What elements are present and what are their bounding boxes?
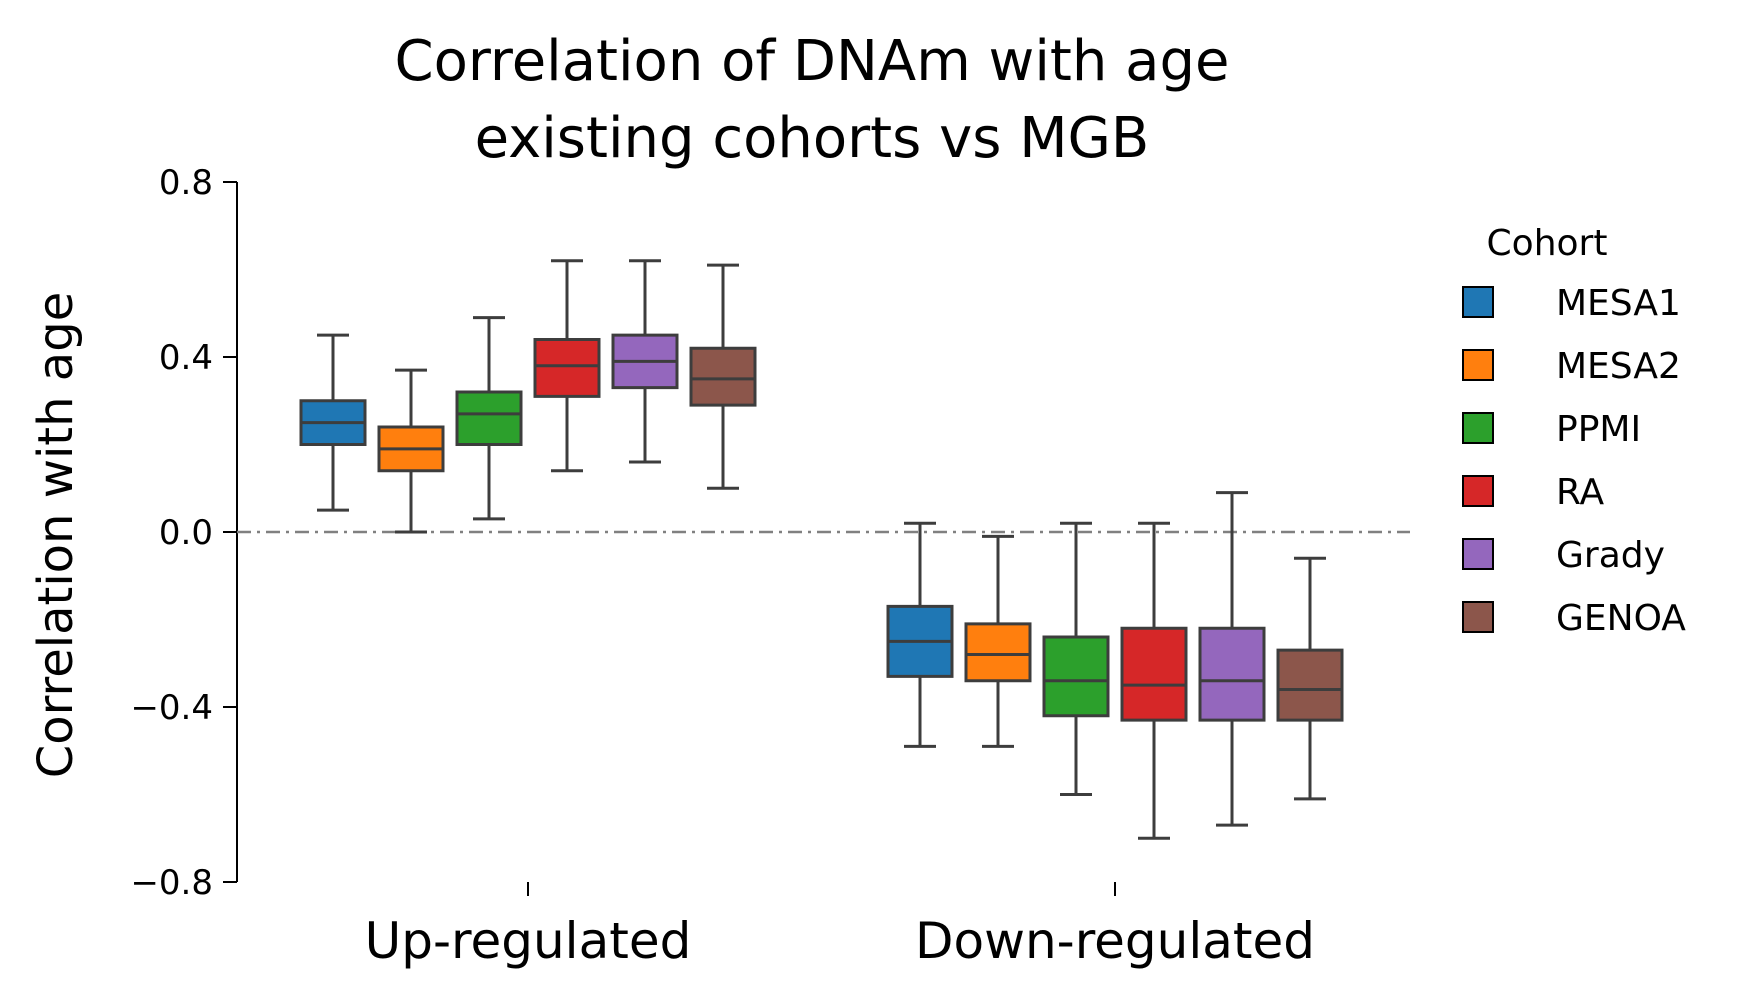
legend-label: PPMI <box>1556 409 1641 450</box>
chart-title-line-2: existing cohorts vs MGB <box>475 106 1150 171</box>
legend-label: Grady <box>1556 535 1665 576</box>
legend-swatch <box>1462 286 1494 318</box>
x-tick-label: Up-regulated <box>365 912 692 970</box>
interquartile-box <box>1276 648 1344 722</box>
legend: Cohort MESA1 MESA2 PPMI RA Grady GENOA <box>1462 223 1686 639</box>
legend-label: MESA1 <box>1556 283 1681 324</box>
box-mesa1-down-regulated <box>886 521 954 748</box>
box-genoa-down-regulated <box>1276 556 1344 801</box>
box-ra-down-regulated <box>1120 521 1188 840</box>
interquartile-box <box>1120 626 1188 722</box>
box-grady-up-regulated <box>611 259 679 464</box>
legend-item-grady: Grady <box>1462 535 1665 576</box>
box-genoa-up-regulated <box>689 263 757 490</box>
y-axis-ticks: 0.8 0.4 0.0 −0.4 −0.8 <box>130 163 237 903</box>
box-mesa2-down-regulated <box>964 534 1032 748</box>
y-tick-label: −0.8 <box>130 863 213 903</box>
legend-label: MESA2 <box>1556 346 1681 387</box>
chart-title-line-1: Correlation of DNAm with age <box>395 29 1230 94</box>
legend-item-genoa: GENOA <box>1462 598 1686 639</box>
legend-label: GENOA <box>1556 598 1686 639</box>
box-ppmi-down-regulated <box>1042 521 1110 796</box>
legend-items: MESA1 MESA2 PPMI RA Grady GENOA <box>1462 283 1686 639</box>
x-axis-ticks: Up-regulated Down-regulated <box>365 882 1315 970</box>
box-ra-up-regulated <box>533 259 601 473</box>
legend-swatch <box>1462 538 1494 570</box>
interquartile-box <box>1042 635 1110 718</box>
legend-title: Cohort <box>1487 223 1608 264</box>
box-mesa1-up-regulated <box>299 333 367 512</box>
legend-item-mesa2: MESA2 <box>1462 346 1681 387</box>
legend-swatch <box>1462 349 1494 381</box>
legend-swatch <box>1462 475 1494 507</box>
interquartile-box <box>455 390 523 446</box>
legend-item-ra: RA <box>1462 472 1605 513</box>
y-tick-label: 0.4 <box>159 338 213 378</box>
interquartile-box <box>964 622 1032 683</box>
box-mesa2-up-regulated <box>377 368 445 534</box>
box-ppmi-up-regulated <box>455 316 523 521</box>
legend-item-mesa1: MESA1 <box>1462 283 1681 324</box>
legend-label: RA <box>1556 472 1605 513</box>
y-axis-label: Correlation with age <box>28 292 84 778</box>
y-tick-label: 0.8 <box>159 163 213 203</box>
interquartile-box <box>1198 626 1266 722</box>
x-tick-label: Down-regulated <box>915 912 1315 970</box>
chart-title: Correlation of DNAm with age existing co… <box>395 29 1230 171</box>
interquartile-box <box>689 346 757 407</box>
box-grady-down-regulated <box>1198 491 1266 827</box>
legend-swatch <box>1462 412 1494 444</box>
y-tick-label: −0.4 <box>130 688 213 728</box>
interquartile-box <box>533 338 601 398</box>
box-plot-series <box>299 259 1344 840</box>
legend-swatch <box>1462 601 1494 633</box>
legend-item-ppmi: PPMI <box>1462 409 1641 450</box>
y-tick-label: 0.0 <box>159 513 213 553</box>
